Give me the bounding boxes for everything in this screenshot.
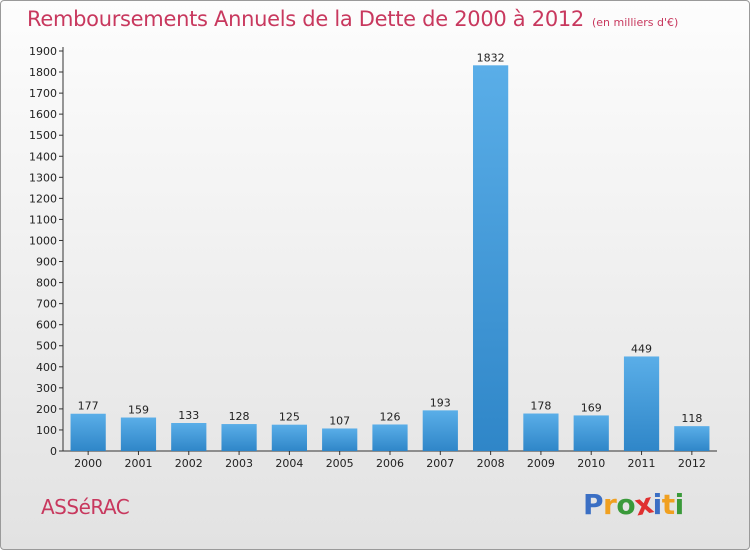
y-tick-label: 1800 [29, 66, 57, 79]
bar [171, 423, 207, 451]
data-label: 193 [430, 396, 451, 409]
x-tick-label: 2007 [426, 457, 454, 470]
data-label: 125 [279, 411, 300, 424]
y-tick-label: 1600 [29, 108, 57, 121]
x-tick-label: 2011 [628, 457, 656, 470]
y-tick-label: 500 [36, 340, 57, 353]
x-tick-label: 2003 [225, 457, 253, 470]
bar [623, 356, 660, 451]
y-tick-label: 700 [36, 298, 57, 311]
logo-letter: i [652, 488, 663, 521]
y-tick-label: 600 [36, 319, 57, 332]
y-tick-label: 1700 [29, 87, 57, 100]
bar [674, 426, 710, 451]
bar [473, 65, 509, 451]
data-label: 1832 [477, 51, 505, 64]
bar [422, 410, 458, 451]
proxiti-logo: Proxiti [583, 487, 685, 523]
logo-letter: r [603, 488, 617, 521]
x-tick-label: 2004 [275, 457, 303, 470]
data-label: 177 [78, 400, 99, 413]
chart-title: Remboursements Annuels de la Dette de 20… [27, 7, 678, 31]
chart-title-text: Remboursements Annuels de la Dette de 20… [27, 7, 584, 31]
x-tick-label: 2010 [577, 457, 605, 470]
y-tick-label: 1900 [29, 45, 57, 58]
bar [221, 424, 257, 451]
y-tick-label: 1400 [29, 150, 57, 163]
bar [372, 424, 408, 451]
bar [523, 413, 559, 451]
data-label: 118 [681, 412, 702, 425]
data-label: 159 [128, 404, 149, 417]
y-tick-label: 1200 [29, 192, 57, 205]
logo-letter: P [583, 488, 604, 521]
bar [573, 415, 609, 451]
commune-name: ASSéRAC [41, 495, 130, 519]
y-tick-label: 0 [50, 445, 57, 458]
data-label: 107 [329, 414, 350, 427]
data-label: 169 [581, 401, 602, 414]
axes: 0 100 200 300 400 500 600 700 800 900 1000 1100 1200… [29, 45, 717, 470]
bar [322, 428, 358, 451]
data-label: 133 [178, 409, 199, 422]
y-tick-label: 300 [36, 382, 57, 395]
bar [271, 424, 307, 451]
bar [70, 413, 106, 451]
bar [120, 417, 157, 451]
y-tick-label: 400 [36, 361, 57, 374]
y-tick-label: 200 [36, 403, 57, 416]
data-labels: 177 159 133 128 125 107 126 193 1832 178 169 449 118 [78, 51, 703, 427]
x-tick-label: 2012 [678, 457, 706, 470]
x-tick-label: 2005 [326, 457, 354, 470]
y-tick-label: 1500 [29, 129, 57, 142]
y-tick-label: 800 [36, 277, 57, 290]
y-tick-label: 1000 [29, 234, 57, 247]
y-tick-label: 900 [36, 256, 57, 269]
x-tick-label: 2009 [527, 457, 555, 470]
x-tick-label: 2008 [477, 457, 505, 470]
x-tick-label: 2000 [74, 457, 102, 470]
bars [70, 65, 710, 451]
data-label: 178 [530, 400, 551, 413]
y-tick-label: 1300 [29, 171, 57, 184]
y-tick-label: 1100 [29, 213, 57, 226]
logo-letter: o [616, 488, 636, 521]
chart-subtitle: (en milliers d'€) [592, 16, 679, 29]
data-label: 449 [631, 342, 652, 355]
logo-letter: t [661, 488, 675, 521]
data-label: 126 [380, 410, 401, 423]
x-tick-label: 2001 [124, 457, 152, 470]
x-tick-label: 2006 [376, 457, 404, 470]
x-tick-label: 2002 [175, 457, 203, 470]
y-tick-label: 100 [36, 424, 57, 437]
data-label: 128 [229, 410, 250, 423]
logo-letter: i [674, 488, 685, 521]
